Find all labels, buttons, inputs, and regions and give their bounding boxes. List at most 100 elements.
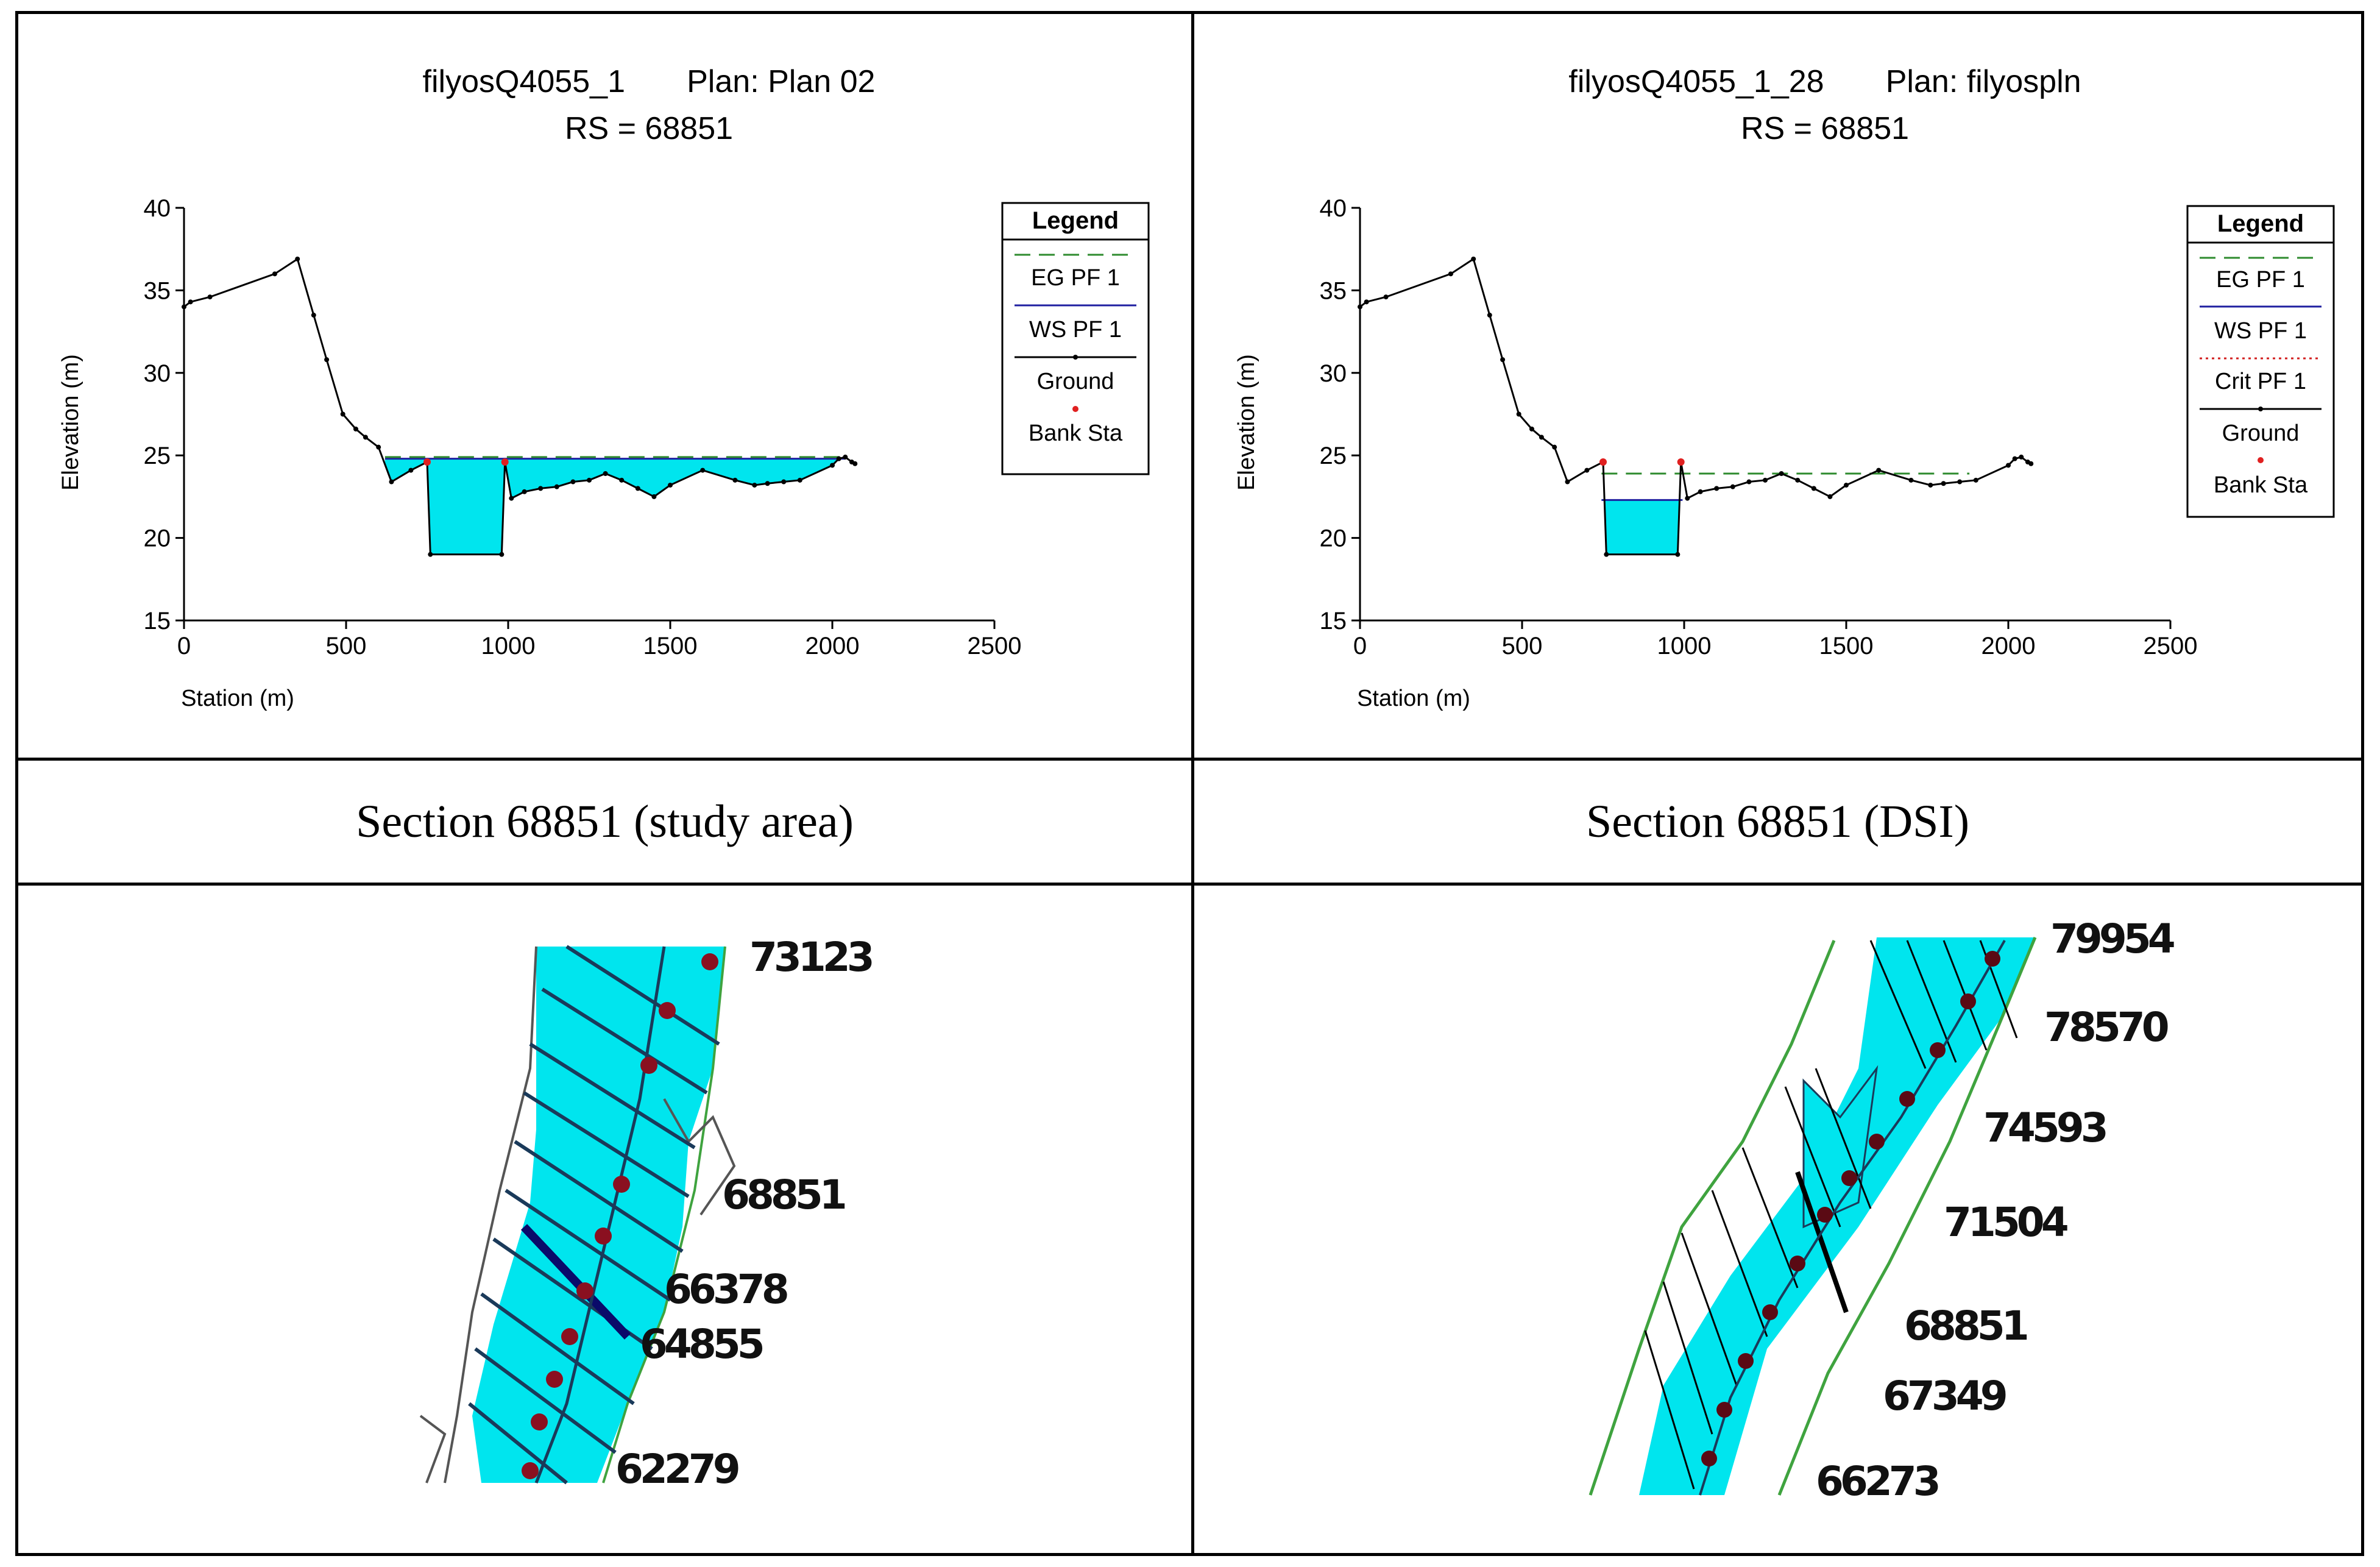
- ground-point: [182, 304, 186, 310]
- ground-point: [1487, 313, 1492, 318]
- y-tick-label: 35: [144, 277, 171, 304]
- ground-point: [1698, 489, 1703, 494]
- legend-eg-label: EG PF 1: [1031, 265, 1120, 291]
- ground-point: [1539, 435, 1544, 440]
- cross-section-line: [480, 1292, 635, 1405]
- ground-point: [1529, 426, 1534, 432]
- ground-point: [353, 426, 358, 432]
- legend-ws-label: WS PF 1: [2214, 318, 2307, 344]
- legend-ground-point: [1073, 355, 1078, 360]
- ground-point: [499, 552, 505, 557]
- cross-section-line: [474, 1347, 617, 1454]
- ground-point: [1500, 357, 1506, 363]
- x-tick-label: 2500: [968, 633, 1022, 659]
- y-tick-label: 40: [144, 195, 171, 222]
- section-label-67349: 67349: [1883, 1373, 2006, 1420]
- ground-point: [765, 481, 770, 486]
- node: [640, 1057, 657, 1074]
- chart-cell-dsi: filyosQ4055_1_28 Plan: filyospln RS = 68…: [1191, 11, 2364, 761]
- cross-section-line: [1741, 1147, 1799, 1288]
- bank-station-point: [501, 458, 509, 466]
- node: [576, 1282, 593, 1299]
- ground-point: [408, 467, 414, 473]
- ground-point: [1827, 494, 1833, 499]
- legend-eg-label: EG PF 1: [2216, 267, 2305, 293]
- node: [1899, 1091, 1915, 1107]
- cross-section-line: [514, 1140, 684, 1253]
- node: [613, 1176, 630, 1193]
- node: [1960, 993, 1976, 1009]
- x-tick-label: 1000: [1657, 633, 1712, 659]
- node: [1790, 1256, 1805, 1271]
- x-tick-label: 500: [326, 633, 367, 659]
- node: [546, 1371, 563, 1388]
- section-nodes: [522, 953, 718, 1479]
- water-area: [384, 458, 846, 555]
- legend-title: Legend: [1032, 207, 1119, 234]
- ground-point: [1675, 552, 1681, 557]
- ground-point: [797, 477, 802, 483]
- node: [561, 1328, 578, 1345]
- ground-point: [843, 454, 848, 460]
- caption-study-area: Section 68851 (study area): [356, 795, 854, 847]
- ground-point: [1714, 486, 1719, 491]
- x-tick-label: 2000: [1982, 633, 2036, 659]
- ground-point: [732, 477, 738, 483]
- ground-point: [522, 489, 527, 494]
- bank-station-point: [423, 458, 431, 466]
- node: [1985, 951, 2000, 967]
- section-label-64855: 64855: [640, 1321, 763, 1368]
- ground-point: [1730, 484, 1735, 489]
- water-area: [1601, 500, 1683, 555]
- ground-point: [1908, 477, 1914, 483]
- section-label-66378: 66378: [664, 1266, 787, 1313]
- ground-point: [1779, 471, 1784, 476]
- ground-point: [1364, 299, 1369, 305]
- ground-point: [538, 486, 544, 491]
- ground-point: [852, 461, 858, 466]
- map-cell-dsi: 79954 78570 74593 71504 68851 67349 6627…: [1191, 883, 2364, 1556]
- node: [1701, 1451, 1717, 1466]
- x-tick-label: 1000: [481, 633, 536, 659]
- x-axis-label: Station (m): [181, 686, 294, 711]
- cross-section-line: [541, 987, 708, 1095]
- ground-point: [1811, 486, 1816, 491]
- chart-title: filyosQ4055_1_28 Plan: filyospln: [1568, 64, 2081, 99]
- chart-title: filyosQ4055_1 Plan: Plan 02: [423, 64, 876, 99]
- ground-point: [668, 482, 673, 488]
- node: [659, 1002, 676, 1019]
- section-label-68851: 68851: [722, 1171, 845, 1218]
- ground-point: [1941, 481, 1946, 486]
- chart-cell-study-area: filyosQ4055_1 Plan: Plan 02 RS = 68851 S…: [15, 11, 1194, 761]
- section-label-66273: 66273: [1816, 1458, 1938, 1505]
- legend-box: [2186, 205, 2335, 518]
- legend-bank-label: Bank Sta: [2214, 472, 2308, 498]
- ground-point: [311, 313, 316, 318]
- section-label-68851: 68851: [1904, 1302, 2027, 1349]
- caption-cell-dsi: Section 68851 (DSI): [1191, 758, 2364, 886]
- node: [1817, 1207, 1833, 1223]
- ground-line: [183, 257, 855, 556]
- legend: Legend EG PF 1 WS PF 1 Ground Bank Sta: [1001, 202, 1150, 475]
- reach-outline: [663, 1098, 736, 1216]
- ground-line: [1359, 257, 2031, 556]
- node: [1716, 1402, 1732, 1418]
- ground-point: [1844, 482, 1849, 488]
- ground-point: [570, 479, 576, 485]
- river-channel: [472, 947, 725, 1483]
- y-tick-label: 25: [1320, 442, 1347, 469]
- ground-point: [1685, 496, 1690, 501]
- ground-point: [1358, 304, 1362, 310]
- ground-point: [272, 271, 277, 277]
- river-channel: [1639, 937, 2035, 1495]
- cross-section-lines: [468, 945, 720, 1485]
- ground-point: [428, 552, 433, 557]
- section-label-79954: 79954: [2050, 915, 2174, 962]
- cross-section-line: [1815, 1068, 1872, 1209]
- ground-point: [651, 494, 657, 499]
- ground-point: [1876, 467, 1882, 473]
- cross-section-chart-dsi: filyosQ4055_1_28 Plan: filyospln RS = 68…: [1234, 64, 2335, 711]
- cross-section-line: [505, 1189, 671, 1302]
- ground-point: [836, 456, 841, 461]
- ground-point: [1957, 479, 1963, 485]
